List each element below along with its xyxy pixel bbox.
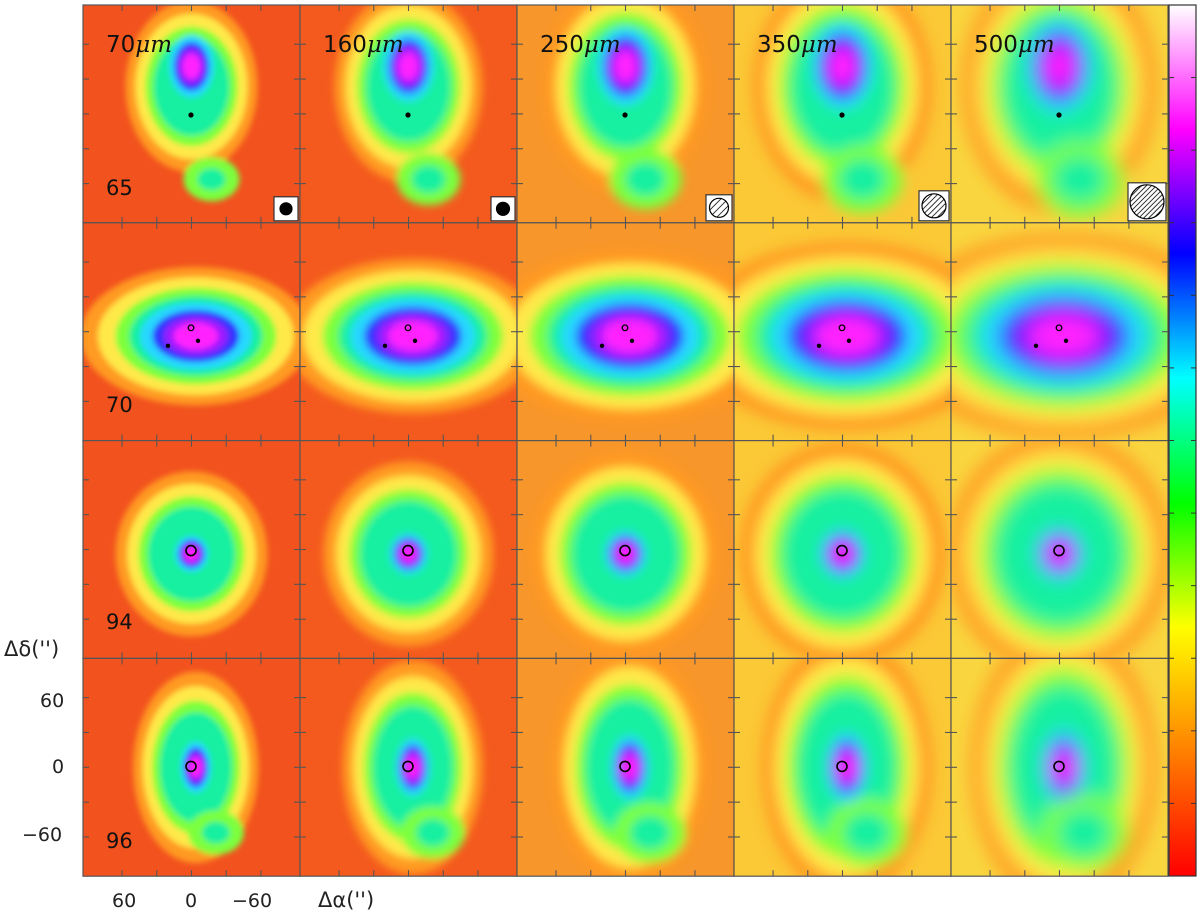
source-marker: [838, 324, 846, 332]
map-panel-r3-c3: [733, 657, 952, 877]
colorbar: [1168, 4, 1197, 877]
wavelength-label-250: 250μm: [540, 32, 621, 58]
source-marker: [836, 544, 848, 557]
source-label-70: 70: [106, 393, 133, 417]
source-label-96: 96: [106, 829, 133, 853]
map-panel-r0-c4: [950, 4, 1169, 224]
beam-symbol: [918, 190, 950, 222]
map-panel-r3-c1: [299, 657, 518, 877]
source-marker: [619, 544, 631, 557]
source-marker: [382, 343, 388, 348]
source-label-94: 94: [106, 610, 133, 634]
source-marker: [412, 338, 418, 343]
source-marker: [185, 544, 197, 557]
map-panel-r1-c0: [82, 222, 301, 442]
map-panel-r2-c0: [82, 440, 301, 660]
map-panel-r0-c0: [82, 4, 301, 224]
x-tick-0: 0: [185, 890, 198, 912]
source-marker: [404, 324, 412, 332]
x-tick-60: 60: [112, 890, 137, 912]
source-marker: [165, 343, 171, 348]
map-panel-r2-c2: [516, 440, 735, 660]
map-panel-r1-c4: [950, 222, 1169, 442]
wavelength-label-160: 160μm: [323, 32, 404, 58]
map-panel-r1-c1: [299, 222, 518, 442]
y-tick-0: 0: [52, 756, 65, 778]
map-panel-r0-c1: [299, 4, 518, 224]
wavelength-label-500: 500μm: [974, 32, 1055, 58]
map-panel-r3-c0: [82, 657, 301, 877]
source-marker: [836, 760, 848, 773]
source-marker: [185, 760, 197, 773]
map-panel-r1-c3: [733, 222, 952, 442]
source-marker: [1055, 324, 1063, 332]
source-marker: [846, 338, 852, 343]
source-marker: [1033, 343, 1039, 348]
y-axis-title: Δδ(''): [4, 637, 60, 661]
source-marker: [195, 338, 201, 343]
x-tick-neg60: −60: [232, 890, 273, 912]
source-marker: [629, 338, 635, 343]
map-panel-r3-c2: [516, 657, 735, 877]
source-marker: [1063, 338, 1069, 343]
source-marker: [599, 343, 605, 348]
map-panel-r0-c3: [733, 4, 952, 224]
x-axis-title: Δα(''): [318, 888, 375, 912]
wavelength-label-350: 350μm: [757, 32, 838, 58]
source-marker: [1053, 544, 1065, 557]
source-marker: [187, 324, 195, 332]
beam-symbol: [705, 194, 733, 222]
source-marker: [622, 112, 628, 118]
y-tick-neg60: −60: [22, 824, 63, 846]
beam-symbol: [1127, 182, 1167, 222]
source-marker: [188, 112, 194, 118]
source-label-65: 65: [106, 176, 133, 200]
beam-symbol: [273, 196, 299, 222]
map-panel-r0-c2: [516, 4, 735, 224]
map-panel-r2-c3: [733, 440, 952, 660]
source-marker: [402, 544, 414, 557]
beam-symbol: [490, 196, 516, 222]
source-marker: [402, 760, 414, 773]
source-marker: [619, 760, 631, 773]
y-tick-60: 60: [40, 690, 65, 712]
map-panel-r1-c2: [516, 222, 735, 442]
source-marker: [621, 324, 629, 332]
wavelength-label-70: 70μm: [106, 32, 173, 58]
source-marker: [1053, 760, 1065, 773]
map-panel-r2-c4: [950, 440, 1169, 660]
source-marker: [1056, 112, 1062, 118]
map-panel-r2-c1: [299, 440, 518, 660]
source-marker: [816, 343, 822, 348]
source-marker: [839, 112, 845, 118]
map-panel-r3-c4: [950, 657, 1169, 877]
source-marker: [405, 112, 411, 118]
